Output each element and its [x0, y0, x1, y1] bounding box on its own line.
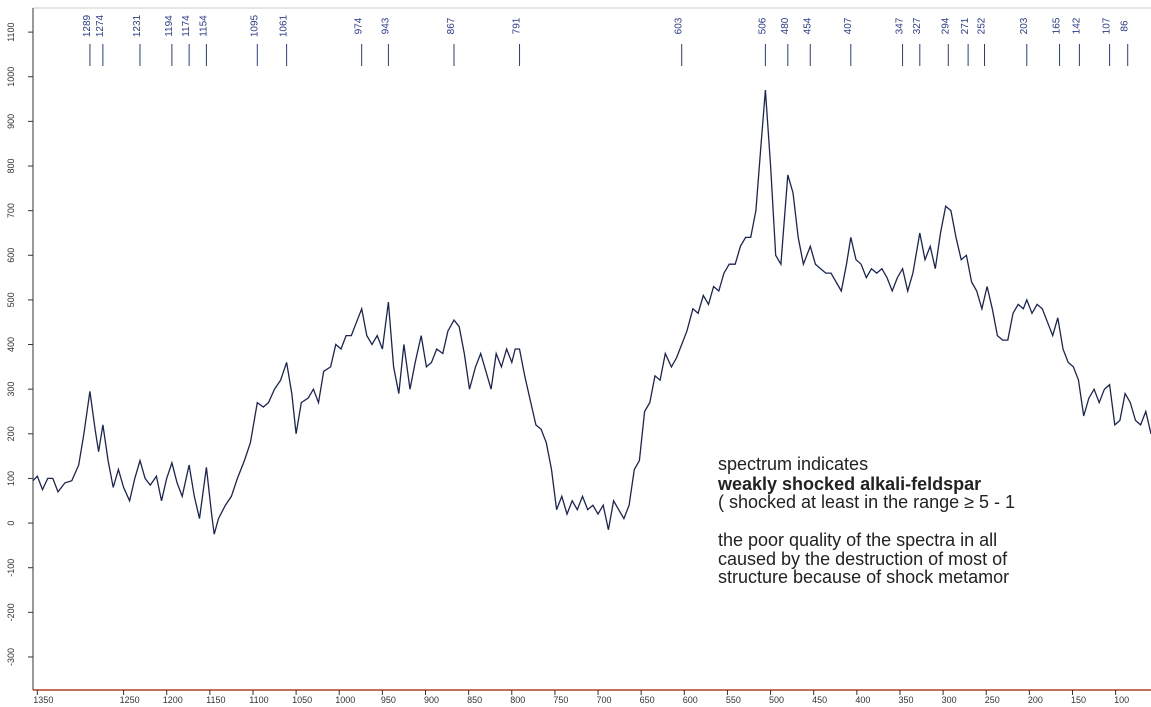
- peak-label: 142: [1071, 17, 1082, 34]
- annotation: structure because of shock metamor: [718, 567, 1009, 587]
- x-tick-label: 1200: [163, 695, 183, 705]
- x-tick-label: 800: [510, 695, 525, 705]
- x-tick-label: 1000: [335, 695, 355, 705]
- peak-label: 1231: [132, 14, 143, 37]
- peak-label: 1095: [249, 14, 260, 37]
- y-tick-label: 100: [6, 471, 16, 486]
- peak-label: 252: [977, 17, 988, 34]
- peak-label: 480: [780, 17, 791, 34]
- peak-label: 1194: [164, 15, 175, 37]
- peak-label: 203: [1019, 17, 1030, 34]
- spectrum-line: [32, 90, 1151, 535]
- annotation: caused by the destruction of most of: [718, 549, 1008, 569]
- peak-label: 603: [674, 17, 685, 34]
- y-tick-label: 1100: [6, 22, 16, 41]
- y-tick-label: 0: [6, 521, 16, 526]
- x-tick-label: 1250: [120, 695, 140, 705]
- x-tick-label: 100: [1114, 695, 1129, 705]
- x-tick-label: 750: [553, 695, 568, 705]
- y-tick-label: 900: [6, 114, 16, 129]
- x-tick-label: 400: [855, 695, 870, 705]
- x-tick-label: 1150: [206, 695, 225, 705]
- x-tick-label: 500: [769, 695, 784, 705]
- peak-label: 867: [446, 17, 457, 34]
- y-tick-label: -200: [6, 603, 16, 621]
- peak-label: 327: [912, 17, 923, 34]
- peak-label: 1061: [279, 14, 290, 37]
- x-tick-label: 350: [898, 695, 913, 705]
- y-tick-label: 800: [6, 158, 16, 173]
- peak-label: 1174: [181, 15, 192, 37]
- peak-label: 107: [1102, 17, 1113, 34]
- x-tick-label: 850: [467, 695, 482, 705]
- peak-label: 1154: [198, 15, 209, 37]
- y-tick-label: 200: [6, 426, 16, 441]
- x-tick-label: 1350: [33, 695, 53, 705]
- y-tick-label: -100: [6, 559, 16, 577]
- peak-label: 407: [843, 17, 854, 34]
- x-tick-label: 150: [1071, 695, 1086, 705]
- peak-label: 1274: [95, 14, 106, 37]
- y-tick-label: 300: [6, 382, 16, 397]
- x-tick-label: 450: [812, 695, 827, 705]
- y-tick-label: -300: [6, 648, 16, 666]
- peak-label: 86: [1120, 20, 1131, 32]
- x-tick-label: 300: [942, 695, 957, 705]
- y-tick-label: 400: [6, 337, 16, 352]
- annotation: spectrum indicates: [718, 454, 868, 474]
- peak-label: 294: [940, 17, 951, 34]
- x-tick-label: 650: [640, 695, 655, 705]
- x-tick-label: 250: [985, 695, 1000, 705]
- peak-label: 454: [802, 17, 813, 34]
- annotation: ( shocked at least in the range ≥ 5 - 1: [718, 492, 1015, 512]
- x-tick-label: 1050: [292, 695, 312, 705]
- x-tick-label: 550: [726, 695, 741, 705]
- peak-label: 974: [354, 17, 365, 34]
- annotation: weakly shocked alkali-feldspar: [717, 474, 981, 494]
- x-tick-label: 1100: [249, 695, 268, 705]
- peak-label: 347: [895, 17, 906, 34]
- y-tick-label: 500: [6, 292, 16, 307]
- peak-label: 1289: [82, 14, 93, 37]
- x-tick-label: 700: [597, 695, 612, 705]
- x-tick-label: 950: [381, 695, 396, 705]
- x-tick-label: 900: [424, 695, 439, 705]
- y-tick-label: 1000: [6, 67, 16, 87]
- y-tick-label: 700: [6, 203, 16, 218]
- annotation: the poor quality of the spectra in all: [718, 530, 997, 550]
- peak-label: 506: [757, 17, 768, 34]
- x-tick-label: 200: [1028, 695, 1043, 705]
- peak-label: 791: [512, 17, 523, 34]
- y-tick-label: 600: [6, 248, 16, 263]
- x-tick-label: 600: [683, 695, 698, 705]
- peak-label: 165: [1052, 17, 1063, 34]
- peak-label: 271: [960, 17, 971, 34]
- peak-label: 943: [380, 17, 391, 34]
